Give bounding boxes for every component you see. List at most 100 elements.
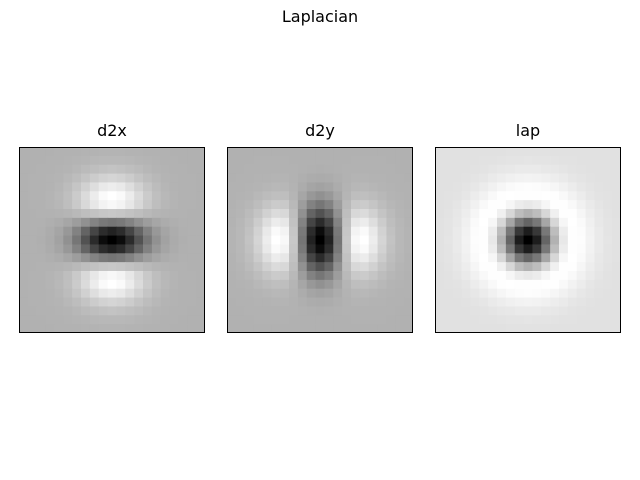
heatmap-cell xyxy=(324,200,334,210)
heatmap-cell xyxy=(280,253,290,263)
heatmap-cell xyxy=(594,297,604,308)
heatmap-cell xyxy=(315,262,326,272)
heatmap-cell xyxy=(488,262,498,272)
heatmap-cell xyxy=(567,147,578,157)
heatmap-cell xyxy=(612,271,621,281)
heatmap-cell xyxy=(315,324,326,333)
heatmap-cell xyxy=(89,279,100,290)
heatmap-cell xyxy=(368,164,379,175)
heatmap-cell xyxy=(488,164,498,175)
heatmap-cell xyxy=(342,271,352,281)
heatmap-cell xyxy=(116,279,126,290)
heatmap-cell xyxy=(435,226,445,237)
heatmap-cell xyxy=(435,191,445,201)
heatmap-cell xyxy=(488,191,498,201)
heatmap-cell xyxy=(151,262,162,272)
heatmap-cell xyxy=(315,297,326,308)
heatmap-cell xyxy=(576,147,587,157)
heatmap-cell xyxy=(461,200,472,210)
heatmap-cell xyxy=(523,191,534,201)
heatmap-cell xyxy=(559,147,569,157)
heatmap-cell xyxy=(532,288,542,299)
heatmap-cell xyxy=(315,147,326,157)
heatmap-cell xyxy=(368,262,379,272)
heatmap-cell xyxy=(443,262,454,272)
heatmap-cell xyxy=(514,164,525,175)
heatmap-cell xyxy=(603,182,613,192)
heatmap-cell xyxy=(315,173,326,184)
heatmap-cell xyxy=(514,155,525,166)
heatmap-cell xyxy=(289,315,299,325)
heatmap-cell xyxy=(351,235,361,246)
heatmap-cell xyxy=(470,306,480,316)
heatmap-cell xyxy=(262,297,272,308)
heatmap-cell xyxy=(253,173,264,184)
heatmap-cell xyxy=(289,306,299,316)
heatmap-cell xyxy=(359,173,370,184)
heatmap-cell xyxy=(306,209,317,219)
heatmap-cell xyxy=(107,164,118,175)
heatmap-cell xyxy=(196,297,205,308)
heatmap-lap xyxy=(435,147,621,333)
heatmap-cell xyxy=(143,155,153,166)
heatmap-cell xyxy=(368,288,379,299)
heatmap-cell xyxy=(151,173,162,184)
heatmap-cell xyxy=(594,244,604,254)
heatmap-cell xyxy=(280,288,290,299)
heatmap-cell xyxy=(342,209,352,219)
heatmap-cell xyxy=(271,279,281,290)
heatmap-cell xyxy=(603,155,613,166)
heatmap-cell xyxy=(497,253,507,263)
heatmap-cell xyxy=(404,288,413,299)
heatmap-cell xyxy=(452,324,463,333)
heatmap-cell xyxy=(134,288,144,299)
heatmap-cell xyxy=(404,209,413,219)
heatmap-cell xyxy=(36,164,47,175)
heatmap-cell xyxy=(196,226,205,237)
heatmap-cell xyxy=(253,288,264,299)
heatmap-cell xyxy=(280,191,290,201)
heatmap-cell xyxy=(98,235,109,246)
heatmap-cell xyxy=(227,182,237,192)
heatmap-cell xyxy=(333,155,343,166)
heatmap-cell xyxy=(19,226,29,237)
heatmap-cell xyxy=(289,271,299,281)
heatmap-cell xyxy=(306,155,317,166)
heatmap-cell xyxy=(443,306,454,316)
heatmap-cell xyxy=(45,288,56,299)
heatmap-cell xyxy=(134,209,144,219)
heatmap-cell xyxy=(612,217,621,228)
heatmap-cell xyxy=(178,226,188,237)
heatmap-cell xyxy=(178,173,188,184)
heatmap-cell xyxy=(567,155,578,166)
heatmap-cell xyxy=(187,297,197,308)
heatmap-cell xyxy=(107,235,118,246)
heatmap-cell xyxy=(377,279,388,290)
heatmap-cell xyxy=(306,315,317,325)
heatmap-cell xyxy=(324,253,334,263)
heatmap-cell xyxy=(532,297,542,308)
heatmap-cell xyxy=(612,279,621,290)
heatmap-cell xyxy=(550,253,560,263)
heatmap-d2x xyxy=(19,147,205,333)
heatmap-cell xyxy=(107,226,118,237)
heatmap-cell xyxy=(54,324,64,333)
heatmap-cell xyxy=(160,253,171,263)
heatmap-cell xyxy=(333,324,343,333)
heatmap-cell xyxy=(612,288,621,299)
heatmap-cell xyxy=(386,191,396,201)
heatmap-cell xyxy=(72,306,82,316)
heatmap-cell xyxy=(386,315,396,325)
heatmap-cell xyxy=(404,147,413,157)
heatmap-cell xyxy=(505,253,516,263)
heatmap-cell xyxy=(559,262,569,272)
heatmap-cell xyxy=(594,306,604,316)
heatmap-cell xyxy=(470,288,480,299)
heatmap-cell xyxy=(169,315,180,325)
heatmap-cell xyxy=(368,324,379,333)
heatmap-cell xyxy=(497,271,507,281)
heatmap-cell xyxy=(297,297,308,308)
heatmap-cell xyxy=(81,315,91,325)
heatmap-cell xyxy=(497,173,507,184)
heatmap-cell xyxy=(488,147,498,157)
